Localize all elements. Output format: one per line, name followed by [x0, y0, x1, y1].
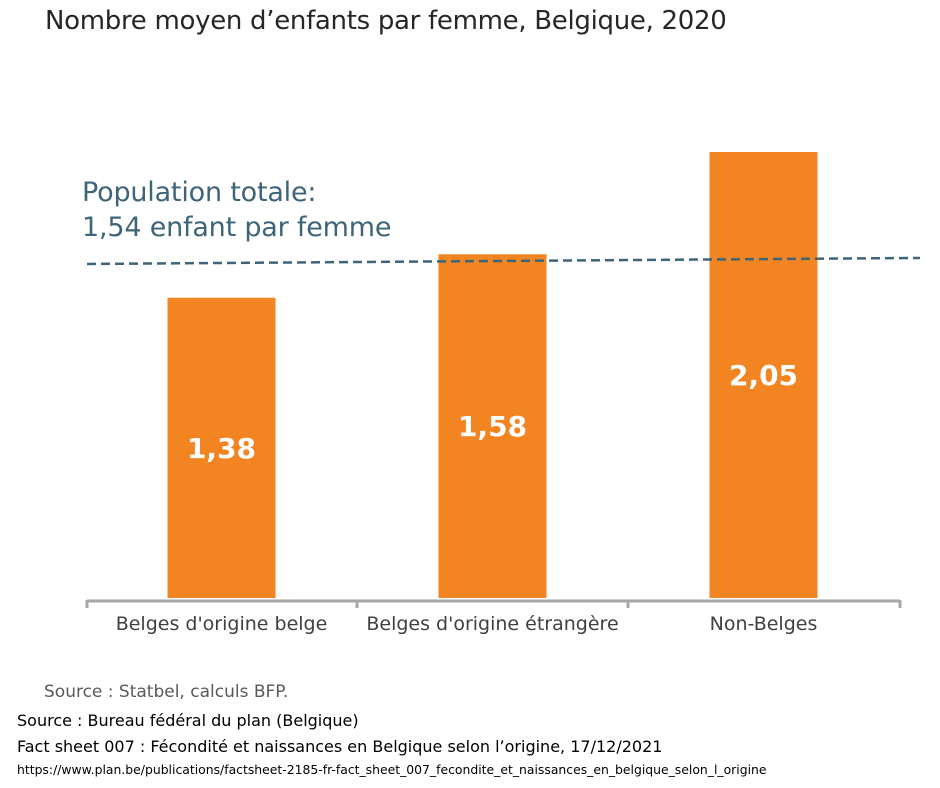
bars-group [167, 152, 818, 598]
caption-source: Source : Bureau fédéral du plan (Belgiqu… [17, 711, 359, 730]
chart-title: Nombre moyen d’enfants par femme, Belgiq… [45, 6, 727, 36]
value-label-1: 1,38 [187, 432, 256, 465]
value-label-2: 1,58 [458, 410, 527, 443]
bar-2 [438, 254, 547, 598]
reference-line [86, 256, 921, 266]
category-label-2: Belges d'origine étrangère [366, 613, 618, 635]
reference-label-line1: Population totale: [82, 177, 317, 208]
chart-source: Source : Statbel, calculs BFP. [44, 682, 289, 702]
caption-factsheet: Fact sheet 007 : Fécondité et naissances… [17, 737, 663, 756]
category-label-1: Belges d'origine belge [116, 613, 328, 635]
x-axis [85, 599, 902, 608]
caption-url: https://www.plan.be/publications/factshe… [17, 762, 767, 777]
value-label-3: 2,05 [729, 359, 798, 392]
reference-label-line2: 1,54 enfant par femme [82, 212, 392, 243]
bar-1 [167, 297, 276, 598]
value-labels-group: 1,38 1,58 2,05 [187, 359, 798, 465]
reference-line-label: Population totale: 1,54 enfant par femme [82, 175, 391, 245]
category-labels-group: Belges d'origine belge Belges d'origine é… [116, 613, 818, 635]
category-label-3: Non-Belges [710, 613, 818, 635]
bar-3 [709, 152, 818, 598]
bar-chart: 1,381,582,05 Belges d'origine belge Belge… [85, 152, 921, 635]
